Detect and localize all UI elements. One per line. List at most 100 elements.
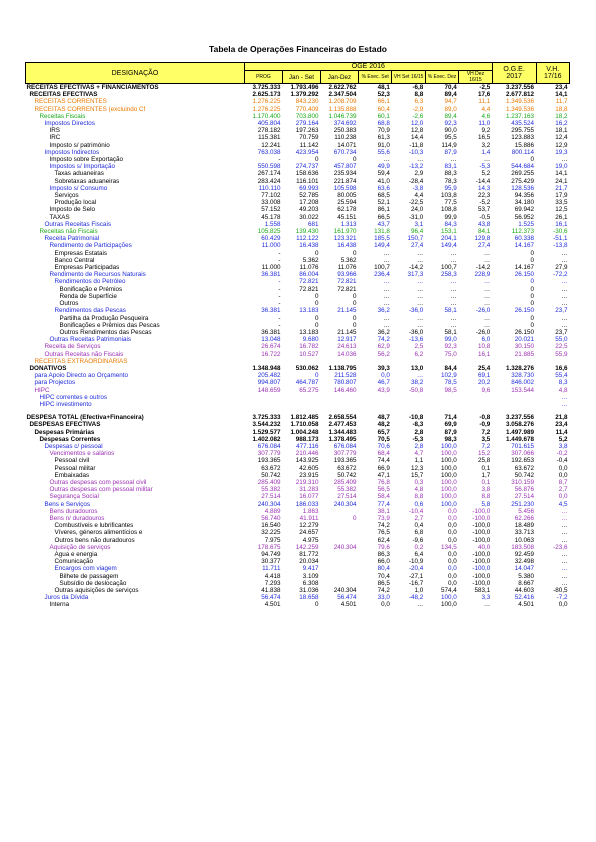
row-value: 1.349.536 <box>505 105 534 113</box>
row-value: 70,5 <box>377 435 390 443</box>
row-value: 11.000 <box>261 264 281 272</box>
row-value: -14,4 <box>475 177 491 185</box>
table-row: RECEITAS EFECTIVAS 2.625.173 1.379.292 2.34… <box>26 91 570 98</box>
row-value: 33,0 <box>377 594 390 602</box>
row-value: 676.084 <box>333 442 357 450</box>
row-label: Imposto s/ património <box>49 141 110 149</box>
row-value: … <box>383 292 390 300</box>
row-value: -31,0 <box>408 213 424 221</box>
row-value: 20,2 <box>477 379 491 387</box>
row-value: 5.362 <box>340 256 357 264</box>
row-value: 48,1 <box>358 83 392 92</box>
row-value: … <box>561 321 568 329</box>
row-value: 32.498 <box>514 558 534 566</box>
row-value: 1.529.577 <box>252 428 281 436</box>
row-label: para Apoio Directo ao Orçamento <box>34 372 128 380</box>
row-value: 100,0 <box>440 594 457 602</box>
table-row: HIPC 148.659 65.275 146.460 43,9 -50,8 98,5 9,6… <box>26 387 570 394</box>
row-value <box>320 529 358 536</box>
table-row: Banco Central -5.362 5.362………… 0… <box>26 257 570 264</box>
row-value: 58,1 <box>444 307 457 315</box>
row-value: 115.381 <box>258 134 281 142</box>
row-value: 77,5 <box>444 199 457 207</box>
row-value: 0 <box>530 256 534 264</box>
row-value: 23.915 <box>299 471 319 479</box>
row-value: 95,9 <box>444 184 457 192</box>
row-value: 2.622.762 <box>320 83 359 92</box>
row-value: 18.489 <box>514 522 534 530</box>
row-value: 87,9 <box>444 148 457 156</box>
row-value: 0 <box>530 249 534 257</box>
row-value: 8,7 <box>558 478 568 486</box>
row-value: 100,0 <box>440 457 457 465</box>
row-label: Imposto de Selo <box>49 206 96 214</box>
row-value: -10,8 <box>408 414 424 422</box>
row-value: 8,8 <box>481 493 491 501</box>
row-value: 26.150 <box>514 271 534 279</box>
row-value: 66,5 <box>377 213 390 221</box>
row-value: 30.377 <box>261 558 281 566</box>
row-value: 77,4 <box>377 500 390 508</box>
table-row: Imposto de Selo 57.152 49.203 62.178 86,1 24,… <box>26 206 570 213</box>
row-value: 1.313 <box>340 220 357 228</box>
row-value: 240.304 <box>333 500 357 508</box>
row-value: 374.692 <box>333 120 357 128</box>
row-value: 1.349.536 <box>505 98 534 106</box>
row-value: 274.737 <box>295 163 319 171</box>
table-row: Impostos s/ Importação 550.598 274.737 457.… <box>26 163 570 170</box>
row-value <box>358 394 391 401</box>
table-row: Empresas Estatais -0 0………… 0… <box>26 250 570 257</box>
row-label: DONATIVOS <box>29 364 67 372</box>
row-value: 2.625.173 <box>252 91 281 99</box>
row-label: Rendimentos do Petróleo <box>54 278 126 286</box>
row-value: 99,9 <box>444 213 457 221</box>
row-value: 4,5 <box>558 500 568 508</box>
row-value: 73,9 <box>377 514 390 522</box>
row-value: 193.365 <box>257 457 281 465</box>
row-value: 89,4 <box>444 112 457 120</box>
row-label: Combustíveis e lubrificantes <box>54 522 134 530</box>
row-value: 17,9 <box>555 192 568 200</box>
row-value <box>320 551 358 558</box>
row-value: -23,6 <box>553 543 568 551</box>
row-value: 60,4 <box>377 105 390 113</box>
row-value: 41.838 <box>261 587 281 595</box>
row-value: 100,0 <box>440 442 457 450</box>
row-value: 423.954 <box>295 148 319 156</box>
row-label: Outros bens não duradouros <box>54 536 135 544</box>
table-row: Despesas Primárias 1.529.577 1.004.248 1.34… <box>26 429 570 436</box>
header-exec-set: % Exec. Set <box>357 70 393 84</box>
row-value: -36,0 <box>408 307 424 315</box>
row-value: 0,3 <box>414 478 424 486</box>
row-value: -0,9 <box>479 421 491 429</box>
row-label: Impostos Directos <box>44 120 95 128</box>
row-value: … <box>561 572 568 580</box>
header-exec-dez: % Exec. Dez <box>424 70 460 84</box>
row-value: 24.613 <box>337 343 357 351</box>
row-value: 49.203 <box>299 206 319 214</box>
row-value: 3,2 <box>481 141 491 149</box>
row-value <box>536 358 570 365</box>
header-oge2016: OGE 2016 <box>243 62 493 71</box>
row-value: 12.279 <box>299 522 319 530</box>
row-value: 24,0 <box>411 206 424 214</box>
table-row: Comunicação 30.377 20.034 66,0 -10,9 0,0 -100,… <box>26 558 570 565</box>
row-value: 1.348.948 <box>252 364 281 372</box>
row-value: 27,4 <box>411 242 424 250</box>
row-value: 52.785 <box>299 192 319 200</box>
row-value: … <box>450 314 457 322</box>
row-value: 72.821 <box>337 285 357 293</box>
table-row: Bilhete de passagem 4.418 3.109 70,4 -27,1 0,… <box>26 573 570 580</box>
row-value <box>244 394 282 401</box>
row-value: 36,2 <box>377 307 390 315</box>
row-value: -10,3 <box>408 148 424 156</box>
row-value: 3.725.333 <box>252 414 281 422</box>
row-value: 1.378.495 <box>328 435 357 443</box>
row-value: 94,7 <box>444 98 457 106</box>
row-value: 116.101 <box>296 177 319 185</box>
row-value: -16,7 <box>408 579 424 587</box>
row-value: 9,6 <box>481 386 491 394</box>
row-value: 0,0 <box>447 558 457 566</box>
row-value: 1.138.795 <box>328 364 357 372</box>
row-value: 4,6 <box>481 112 491 120</box>
